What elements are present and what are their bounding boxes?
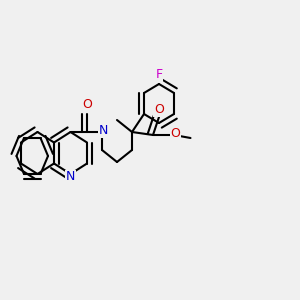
Text: O: O (171, 127, 180, 140)
Text: O: O (154, 103, 164, 116)
Text: F: F (155, 68, 163, 82)
Text: N: N (99, 124, 108, 137)
Text: O: O (82, 98, 92, 112)
Text: N: N (66, 170, 75, 184)
